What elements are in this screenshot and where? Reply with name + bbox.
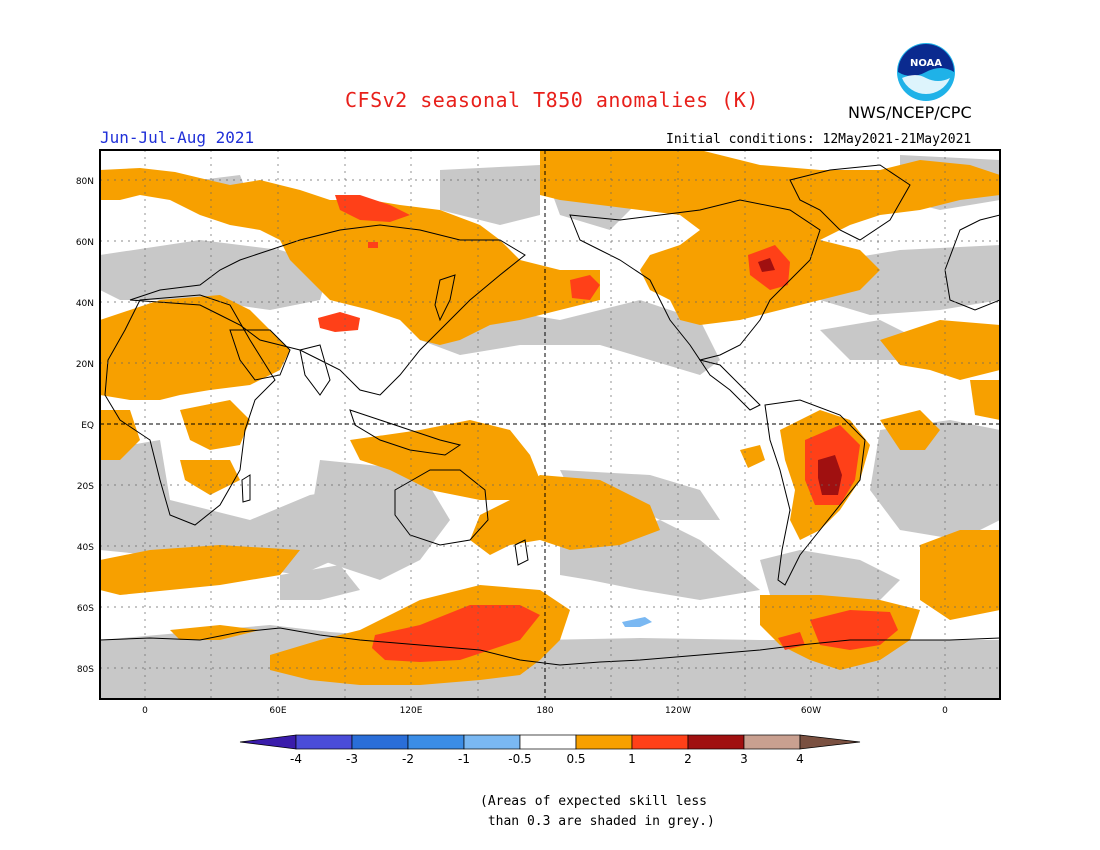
lat-label: 40N (76, 299, 94, 309)
legend-swatch (351, 734, 409, 750)
lat-label: 60S (77, 604, 94, 614)
legend-ticks: -4 -3 -2 -1 -0.5 0.5 1 2 3 4 (290, 752, 804, 766)
legend-swatch (519, 734, 577, 750)
legend-tick: 1 (628, 752, 636, 766)
season-label: Jun-Jul-Aug 2021 (100, 128, 255, 147)
legend-swatch (407, 734, 465, 750)
shading-layer (100, 150, 1000, 699)
initial-conditions-label: Initial conditions: 12May2021-21May2021 (666, 132, 972, 147)
lon-label: 0 (942, 706, 948, 716)
legend-swatch (295, 734, 353, 750)
legend-swatch (463, 734, 521, 750)
lon-label: 180 (536, 706, 553, 716)
legend-swatch (575, 734, 633, 750)
map-frame (99, 149, 1001, 700)
lon-label: 0 (142, 706, 148, 716)
lon-label: 60W (801, 706, 821, 716)
legend-tick: 0.5 (566, 752, 585, 766)
legend-tick: 2 (684, 752, 692, 766)
legend-tick: -4 (290, 752, 302, 766)
legend-swatch (687, 734, 745, 750)
lat-label: 60N (76, 238, 94, 248)
lat-label: 20S (77, 482, 94, 492)
lat-label: 20N (76, 360, 94, 370)
lat-label: 80S (77, 665, 94, 675)
legend-swatches (239, 734, 861, 750)
lat-labels: 80N 60N 40N 20N EQ 20S 40S 60S 80S (76, 177, 94, 675)
anomaly-negative-shading (622, 617, 652, 627)
legend-swatch (743, 734, 801, 750)
legend-tick: -3 (346, 752, 358, 766)
lon-labels: 0 60E 120E 180 120W 60W 0 (142, 706, 948, 716)
legend-tick: 3 (740, 752, 748, 766)
agency-label: NWS/NCEP/CPC (848, 103, 972, 122)
legend-swatch (631, 734, 689, 750)
map-title: CFSv2 seasonal T850 anomalies (K) (345, 88, 759, 112)
legend-tick: -0.5 (508, 752, 531, 766)
lon-label: 60E (269, 706, 286, 716)
coastlines (100, 164, 1000, 666)
legend-swatch-max (799, 734, 861, 750)
legend-tick: -1 (458, 752, 470, 766)
lat-label: 80N (76, 177, 94, 187)
skill-note: (Areas of expected skill less than 0.3 a… (480, 794, 715, 829)
lon-label: 120E (400, 706, 423, 716)
legend-swatch-min (239, 734, 297, 750)
legend-tick: -2 (402, 752, 414, 766)
lat-label: 40S (77, 543, 94, 553)
lat-label: EQ (81, 421, 94, 431)
legend-tick: 4 (796, 752, 804, 766)
lon-label: 120W (665, 706, 691, 716)
logo-text: NOAA (910, 58, 942, 69)
noaa-logo-icon: NOAA (897, 43, 955, 101)
